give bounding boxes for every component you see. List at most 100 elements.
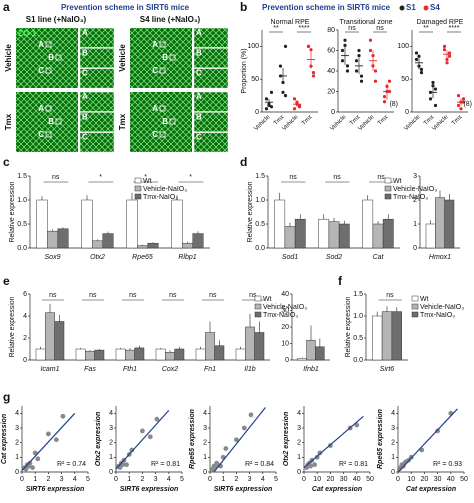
data-point bbox=[269, 105, 274, 109]
fit-line bbox=[115, 409, 170, 470]
y-tick-label: 3 bbox=[391, 425, 395, 432]
x-tick-label: 1 bbox=[33, 476, 37, 483]
note: (8) bbox=[463, 101, 472, 108]
y-tick-label: 0.0 bbox=[353, 357, 363, 364]
y-tick-label: 1.0 bbox=[353, 313, 363, 320]
x-axis-label: Cat expression bbox=[312, 486, 362, 493]
data-point bbox=[269, 90, 274, 94]
bar bbox=[192, 233, 204, 249]
data-point bbox=[309, 48, 313, 52]
x-tick-label: 5 bbox=[86, 476, 90, 483]
data-point bbox=[306, 44, 311, 49]
region-label: B bbox=[162, 53, 168, 62]
bar bbox=[92, 240, 103, 249]
y-tick-label: 1.5 bbox=[255, 173, 265, 180]
bar bbox=[235, 348, 246, 361]
bar bbox=[171, 199, 183, 249]
y-tick-label: 4 bbox=[297, 410, 301, 417]
x-tick-label: Vehicle bbox=[358, 114, 376, 132]
y-tick-label: 2 bbox=[109, 440, 113, 447]
legend-swatch bbox=[411, 295, 419, 302]
region-label: A bbox=[38, 40, 44, 49]
region-label: C bbox=[38, 130, 44, 139]
inset-label: B bbox=[196, 112, 202, 121]
bar bbox=[318, 218, 330, 249]
data-point bbox=[414, 57, 419, 62]
r-squared: R² = 0.84 bbox=[245, 461, 274, 468]
x-tick-label: 40 bbox=[447, 476, 455, 483]
data-point bbox=[345, 69, 350, 73]
x-tick-label: Icam1 bbox=[40, 366, 59, 373]
y-tick-label: 0.5 bbox=[17, 221, 27, 228]
y-tick-label: 1.0 bbox=[17, 197, 27, 204]
significance: ns bbox=[129, 292, 137, 299]
data-point bbox=[461, 97, 466, 101]
chart-title: Transitional zone bbox=[339, 19, 392, 26]
region-label: B bbox=[162, 117, 168, 126]
y-tick-label: 1 bbox=[413, 221, 417, 228]
y-tick-label: 20 bbox=[327, 88, 335, 95]
chart-title: Damaged RPE bbox=[417, 19, 464, 26]
significance: ** bbox=[423, 25, 429, 32]
y-tick-label: 1.5 bbox=[17, 173, 27, 180]
data-point bbox=[447, 54, 452, 58]
data-point bbox=[317, 450, 323, 456]
legend-swatch bbox=[254, 295, 262, 302]
y-tick-label: 100 bbox=[397, 43, 409, 50]
data-point bbox=[292, 107, 297, 111]
data-point bbox=[234, 437, 239, 443]
significance: ns bbox=[289, 174, 297, 181]
legend-swatch bbox=[384, 193, 392, 200]
data-point bbox=[345, 64, 350, 68]
x-tick-label: 3 bbox=[154, 476, 158, 483]
x-tick-label: Fth1 bbox=[123, 366, 137, 373]
y-tick-label: 1 bbox=[109, 454, 113, 461]
data-point bbox=[264, 97, 269, 101]
bar bbox=[381, 311, 393, 361]
micrograph bbox=[16, 92, 78, 152]
y-axis-label: Otx2 expression bbox=[283, 412, 290, 466]
data-point bbox=[382, 95, 387, 99]
data-point bbox=[373, 79, 378, 83]
bar bbox=[81, 199, 93, 249]
data-point bbox=[311, 71, 316, 75]
y-tick-label: 20 bbox=[281, 324, 289, 331]
bar bbox=[245, 326, 255, 361]
row-label: Vehicle bbox=[118, 44, 127, 72]
y-tick-label: 1 bbox=[297, 454, 301, 461]
y-tick-label: 80 bbox=[327, 27, 335, 34]
bar bbox=[328, 221, 340, 249]
bar bbox=[174, 348, 185, 361]
x-axis-label: SIRT6 expression bbox=[26, 486, 85, 493]
x-tick-label: Cox2 bbox=[162, 366, 178, 373]
significance: ns bbox=[169, 292, 177, 299]
region-box bbox=[169, 118, 176, 125]
bar bbox=[57, 228, 69, 249]
inset bbox=[79, 132, 115, 153]
micrograph bbox=[130, 28, 192, 88]
y-tick-label: 2 bbox=[413, 197, 417, 204]
bar bbox=[382, 218, 394, 249]
data-point bbox=[27, 460, 33, 466]
bar bbox=[54, 321, 65, 361]
bar bbox=[306, 339, 316, 361]
bar bbox=[294, 218, 306, 249]
region-label: B bbox=[48, 53, 54, 62]
x-tick-label: 0 bbox=[208, 476, 212, 483]
data-point bbox=[314, 454, 320, 460]
y-tick-label: 30 bbox=[281, 307, 289, 314]
y-axis-label: Rpe65 expression bbox=[377, 409, 384, 469]
x-tick-label: Cat bbox=[373, 254, 385, 261]
region-label: A bbox=[152, 104, 158, 113]
bar bbox=[372, 315, 383, 361]
fit-line bbox=[213, 407, 266, 473]
data-point bbox=[373, 69, 378, 73]
micrograph bbox=[130, 92, 192, 152]
significance: **** bbox=[449, 25, 460, 32]
y-tick-label: 50 bbox=[251, 76, 259, 83]
data-point bbox=[60, 413, 66, 419]
x-tick-label: 3 bbox=[60, 476, 64, 483]
inset bbox=[79, 112, 115, 133]
data-point bbox=[46, 431, 51, 437]
significance: ns bbox=[209, 292, 217, 299]
